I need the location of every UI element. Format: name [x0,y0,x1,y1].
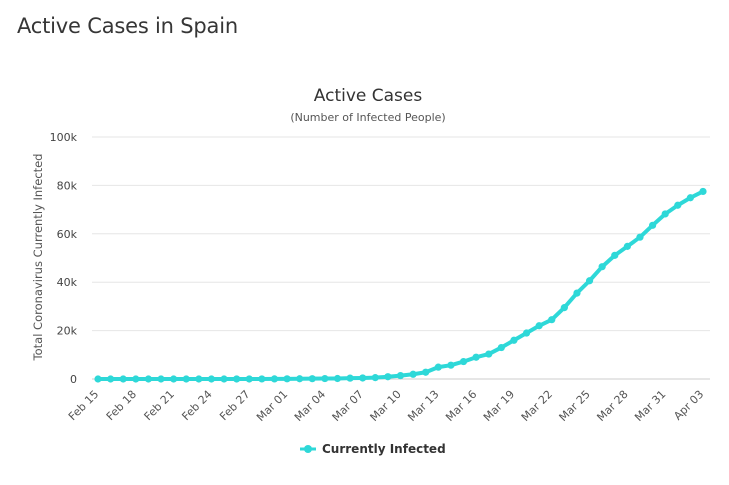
data-point[interactable] [333,374,342,383]
data-point[interactable] [107,375,115,383]
y-axis-label: Total Coronavirus Currently Infected [31,154,45,362]
series-currently-infected[interactable] [94,187,707,383]
data-point[interactable] [674,201,682,209]
x-tick-label: Mar 19 [481,388,517,424]
x-tick-label: Feb 18 [104,388,139,423]
x-axis-ticks: Feb 15 Feb 18 Feb 21 Feb 24 Feb 27 Mar 01 Mar … [66,388,706,424]
data-point[interactable] [157,375,165,383]
x-tick-label: Mar 07 [330,388,366,424]
data-point[interactable] [447,361,455,369]
legend[interactable]: Currently Infected [300,442,446,456]
data-point[interactable] [472,353,480,361]
data-point[interactable] [548,316,556,324]
data-point[interactable] [346,374,354,382]
data-point[interactable] [648,221,657,229]
data-point[interactable] [434,363,442,371]
x-tick-label: Feb 15 [66,388,101,423]
x-tick-label: Mar 25 [557,388,593,424]
data-point[interactable] [422,368,430,376]
y-tick-label: 40k [57,276,78,289]
data-point[interactable] [522,329,531,337]
y-tick-label: 20k [57,325,78,338]
data-point[interactable] [699,187,707,196]
data-point[interactable] [485,350,493,358]
data-point[interactable] [207,375,216,383]
data-point[interactable] [94,375,102,383]
legend-label[interactable]: Currently Infected [322,442,446,456]
data-point[interactable] [384,373,392,381]
data-point[interactable] [459,357,468,366]
data-point[interactable] [359,374,367,382]
data-point[interactable] [220,375,228,383]
data-point[interactable] [308,375,316,383]
x-tick-label: Mar 13 [405,388,441,424]
data-point[interactable] [119,375,127,383]
data-point[interactable] [598,263,606,271]
data-point[interactable] [371,374,379,382]
data-point[interactable] [144,375,153,383]
data-point[interactable] [245,375,253,383]
y-tick-label: 0 [70,373,77,386]
x-tick-label: Feb 21 [142,388,177,423]
data-point[interactable] [283,375,291,383]
x-tick-label: Mar 10 [368,388,404,424]
data-point[interactable] [611,251,619,259]
x-tick-label: Mar 22 [519,388,555,424]
chart-subtitle: (Number of Infected People) [290,111,445,124]
x-tick-label: Feb 24 [179,388,214,423]
gridlines [92,136,710,380]
x-tick-label: Mar 16 [443,388,479,424]
x-tick-label: Mar 31 [632,388,668,424]
data-point[interactable] [560,304,568,312]
x-tick-label: Feb 27 [217,388,252,423]
legend-point-marker[interactable] [304,445,312,453]
chart-title: Active Cases [314,86,423,106]
data-point[interactable] [170,375,178,383]
data-point[interactable] [661,210,669,218]
page-title: Active Cases in Spain [17,14,238,38]
x-tick-label: Mar 01 [254,388,290,424]
data-point[interactable] [686,194,694,202]
y-tick-label: 80k [57,179,78,192]
data-point[interactable] [233,375,241,383]
data-point[interactable] [270,375,279,383]
data-point[interactable] [396,371,405,380]
x-tick-label: Mar 04 [292,388,328,424]
y-tick-label: 60k [57,228,78,241]
y-tick-label: 100k [50,131,78,144]
x-tick-label: Mar 28 [594,388,630,424]
y-axis-ticks: 0 20k 40k 60k 80k 100k [50,131,78,386]
series-line[interactable] [96,189,705,381]
data-point[interactable] [585,277,594,285]
data-point[interactable] [497,343,505,352]
data-point[interactable] [623,242,631,250]
data-point[interactable] [182,375,190,383]
data-point[interactable] [510,336,518,344]
data-point[interactable] [321,374,329,383]
data-point[interactable] [409,370,417,378]
data-point[interactable] [195,375,203,383]
data-point[interactable] [132,375,140,383]
data-point[interactable] [573,289,581,297]
data-point[interactable] [535,322,543,330]
data-point[interactable] [296,375,304,383]
data-point[interactable] [258,375,266,383]
x-tick-label: Apr 03 [671,388,706,423]
data-point[interactable] [636,233,644,241]
